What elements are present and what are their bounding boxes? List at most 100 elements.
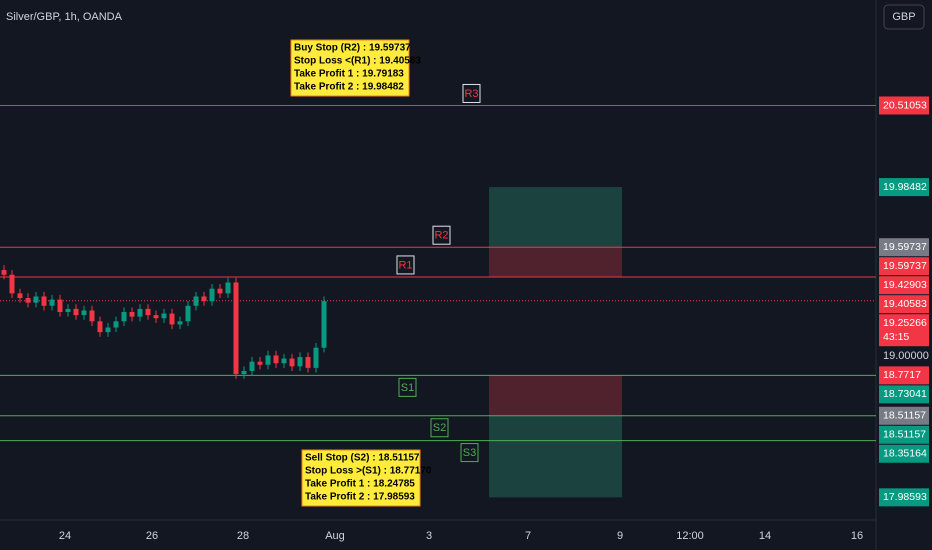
currency-button[interactable]: [883, 4, 925, 30]
candle-body: [289, 358, 295, 367]
candle-body: [9, 274, 15, 294]
price-label: 19.98482: [883, 181, 927, 193]
candle-body: [225, 282, 231, 294]
price-label-bg: [879, 257, 929, 276]
note-box: [290, 39, 410, 97]
candle-body: [297, 357, 303, 367]
note-line: Take Profit 1 : 18.24785: [305, 479, 415, 490]
price-label: 18.7717: [883, 369, 921, 381]
price-label: 18.35164: [883, 448, 927, 460]
level-box: [460, 443, 479, 463]
candle-body: [49, 299, 55, 306]
price-label: 19.59737: [883, 241, 927, 253]
candle-body: [153, 315, 159, 319]
trade-zone: [489, 187, 622, 248]
candle-body: [145, 308, 151, 316]
price-label-bg: [879, 295, 929, 314]
note-line: Stop Loss <(R1) : 19.40583: [294, 56, 421, 67]
price-label-bg: [879, 276, 929, 295]
level-label: R3: [464, 88, 478, 100]
level-box: [430, 418, 449, 438]
price-label: 18.51157: [883, 410, 926, 422]
candle-body: [273, 355, 279, 364]
price-label-bg: [879, 444, 929, 463]
candle-body: [233, 282, 239, 375]
x-tick-label: 7: [525, 530, 531, 542]
price-label-bg: [879, 238, 929, 257]
chart-title: Silver/GBP, 1h, OANDA: [6, 11, 123, 23]
x-tick-label: 14: [759, 530, 771, 542]
candle-body: [281, 358, 287, 364]
candle-body: [169, 313, 175, 325]
x-tick-label: 12:00: [676, 530, 704, 542]
x-tick-label: 26: [146, 530, 158, 542]
candle-body: [305, 357, 311, 368]
x-tick-label: Aug: [325, 530, 345, 542]
price-label-bg: [879, 178, 929, 197]
countdown: 43:15: [883, 331, 909, 343]
price-label: 19.40583: [883, 298, 927, 310]
level-label: R2: [434, 230, 448, 242]
note-line: Buy Stop (R2) : 19.59737: [294, 43, 411, 54]
price-label-bg: [879, 385, 929, 404]
candle-body: [257, 361, 263, 365]
candle-body: [65, 308, 71, 312]
price-label-bg: [879, 96, 929, 115]
price-label-bg: [879, 314, 929, 347]
price-label-bg: [879, 425, 929, 444]
price-label: 18.73041: [883, 388, 927, 400]
x-tick-label: 9: [617, 530, 623, 542]
currency[interactable]: GBP: [892, 11, 915, 23]
candle-body: [41, 296, 47, 306]
level-box: [432, 225, 451, 245]
candle-body: [97, 321, 103, 333]
x-tick-label: 16: [851, 530, 863, 542]
price-label: 19.59737: [883, 260, 927, 272]
candle-body: [33, 296, 39, 303]
price-label: 19.42903: [883, 279, 927, 291]
candle-body: [57, 299, 63, 312]
x-tick-label: 3: [426, 530, 432, 542]
candle-body: [185, 305, 191, 322]
candle-body: [321, 301, 327, 348]
x-tick-label: 28: [237, 530, 249, 542]
level-label: S2: [433, 422, 446, 434]
candle-body: [241, 370, 247, 375]
note-box: [301, 449, 421, 507]
candle-body: [129, 312, 135, 317]
candle-body: [249, 361, 255, 371]
candle-body: [161, 313, 167, 319]
candle-body: [217, 288, 223, 294]
level-box: [398, 377, 417, 397]
candle-body: [89, 310, 95, 322]
note-line: Sell Stop (S2) : 18.51157: [305, 453, 420, 464]
trade-zone: [489, 247, 622, 277]
candle-body: [265, 355, 271, 365]
price-label: 19.25266: [883, 317, 927, 329]
level-label: S3: [463, 447, 476, 459]
level-box: [462, 83, 481, 103]
note-line: Take Profit 1 : 19.79183: [294, 69, 404, 80]
price-label: 20.51053: [883, 99, 927, 111]
candle-body: [209, 288, 215, 302]
price-label: 17.98593: [883, 491, 927, 503]
candle-body: [17, 293, 23, 299]
candle-body: [113, 321, 119, 328]
candle-body: [177, 321, 183, 325]
level-label: S1: [401, 382, 414, 394]
candle-body: [193, 296, 199, 306]
level-box: [396, 255, 415, 275]
price-label: 18.51157: [883, 429, 926, 441]
candle-body: [105, 327, 111, 333]
price-label-bg: [879, 488, 929, 507]
price-label-bg: [879, 366, 929, 385]
candle-body: [1, 270, 7, 275]
candle-body: [313, 347, 319, 368]
candle-body: [25, 298, 31, 303]
level-label: R1: [398, 259, 412, 271]
candle-body: [81, 310, 87, 316]
candle-body: [137, 308, 143, 317]
candle-body: [73, 308, 79, 316]
x-tick-label: 24: [59, 530, 71, 542]
